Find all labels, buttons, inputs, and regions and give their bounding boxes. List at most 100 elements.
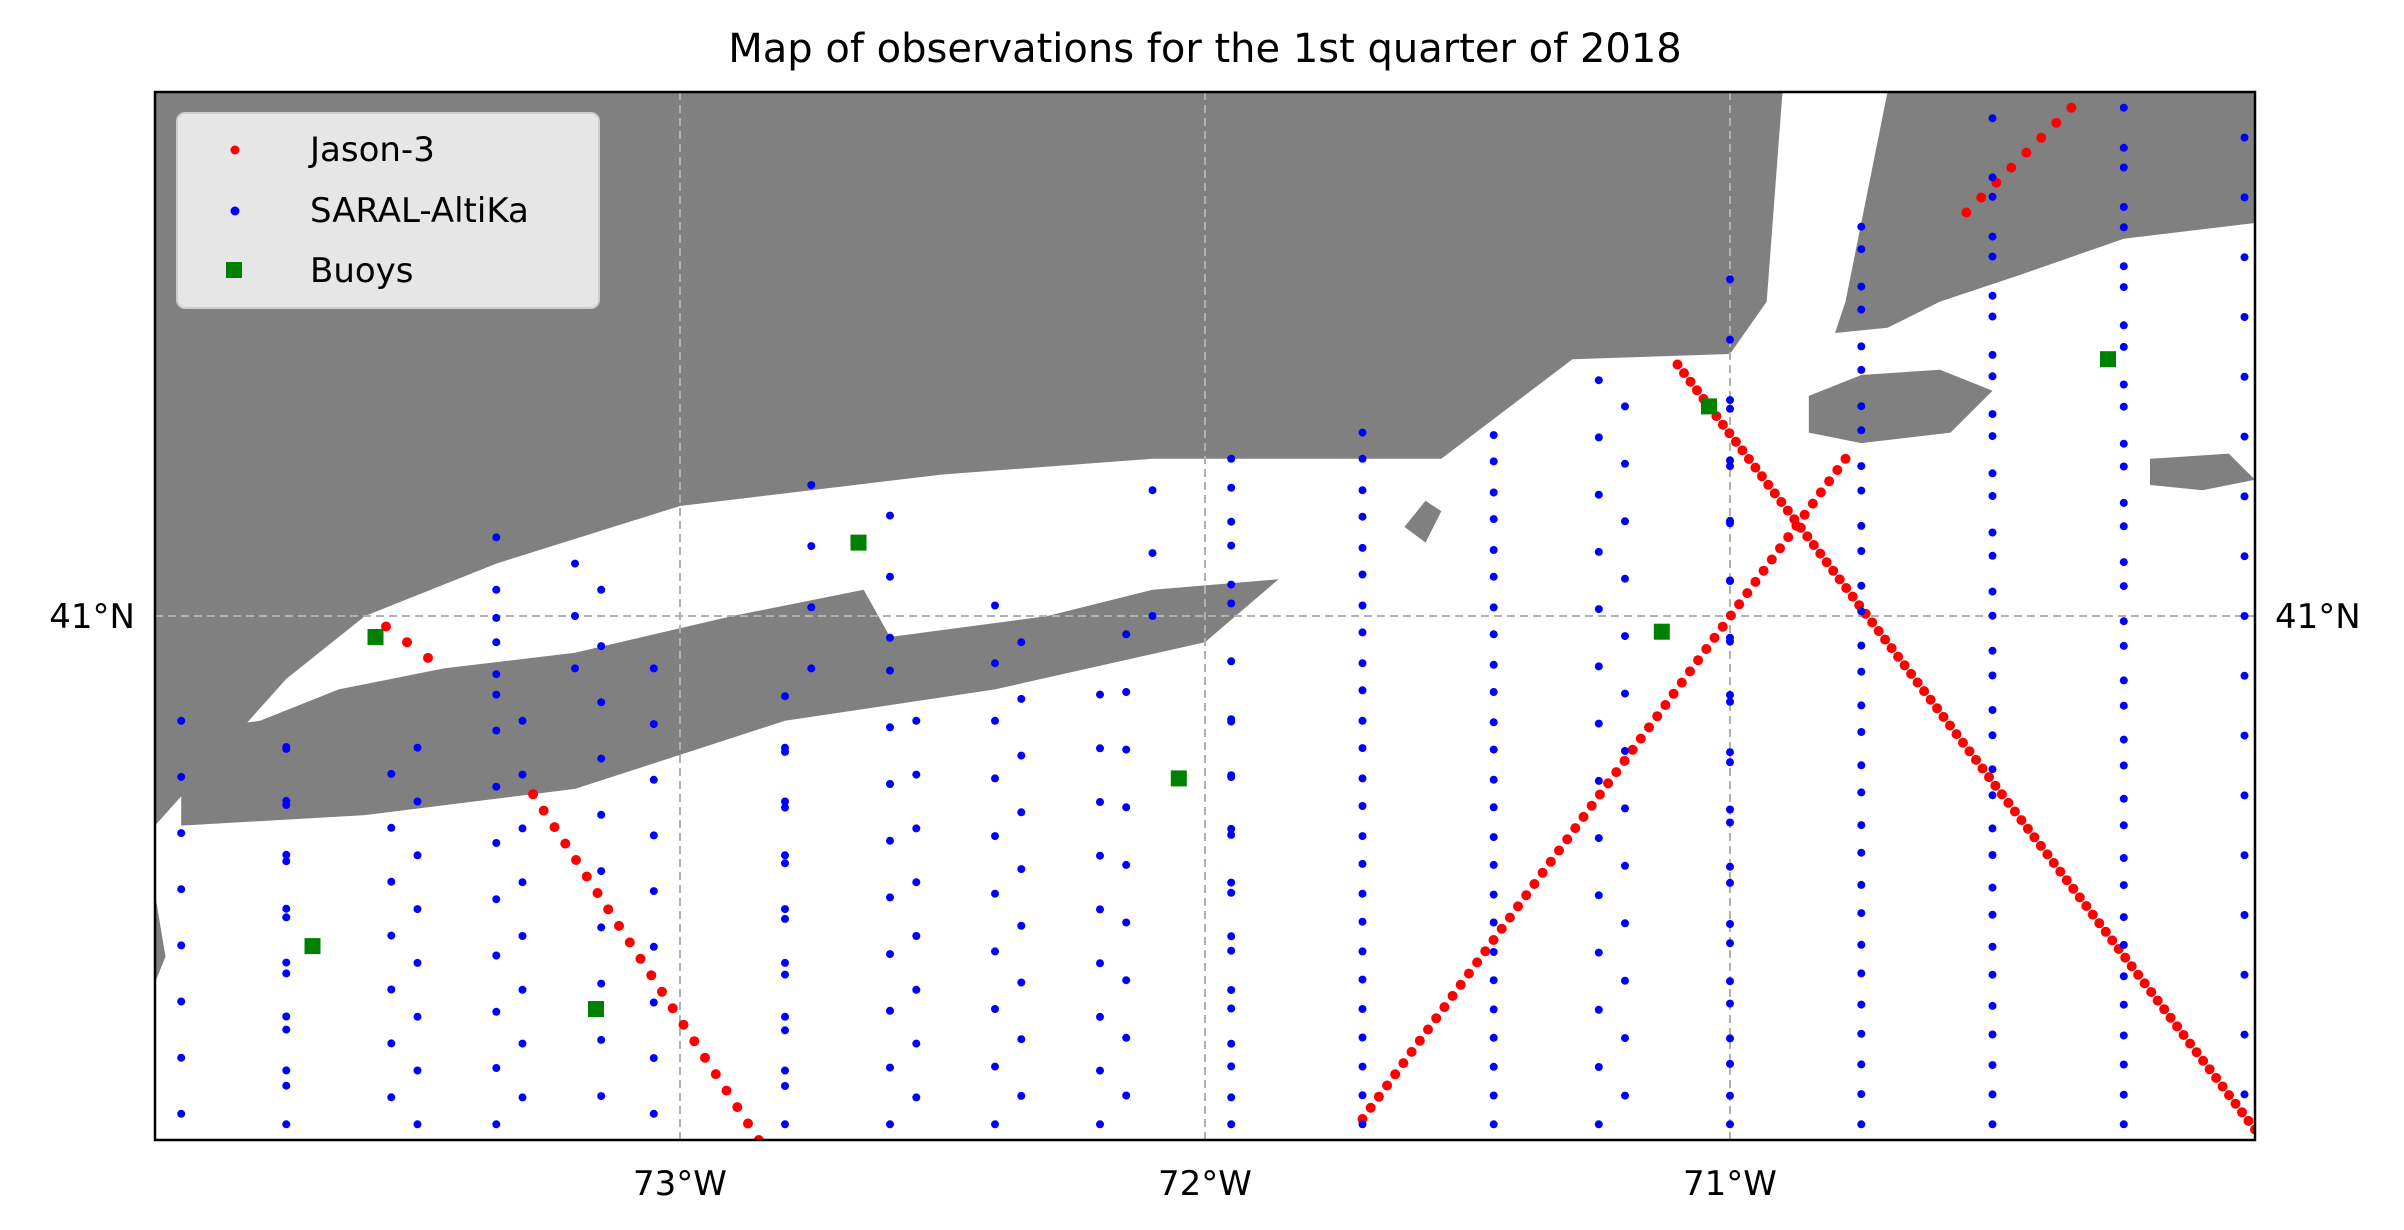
- saral-altika-point: [2119, 854, 2128, 862]
- saral-altika-point: [282, 958, 291, 967]
- jason-3-point: [1971, 754, 1981, 765]
- saral-altika-point: [1227, 517, 1236, 526]
- saral-altika-point: [2119, 972, 2128, 981]
- saral-altika-point: [1988, 192, 1997, 201]
- saral-altika-point: [1096, 851, 1104, 860]
- saral-altika-point: [492, 726, 501, 735]
- jason-3-point: [2036, 132, 2047, 143]
- jason-3-point: [1791, 520, 1802, 531]
- saral-altika-point: [991, 1120, 999, 1129]
- saral-altika-point: [492, 533, 501, 542]
- jason-3-point: [1717, 419, 1728, 430]
- saral-altika-point: [282, 904, 291, 913]
- land-long-island: [181, 579, 1279, 826]
- saral-altika-point: [649, 831, 658, 840]
- jason-3-point: [1737, 445, 1748, 456]
- saral-altika-point: [912, 932, 921, 940]
- saral-altika-point: [2119, 940, 2128, 949]
- saral-altika-point: [518, 716, 527, 725]
- saral-altika-point: [781, 1066, 789, 1075]
- saral-altika-point: [1621, 689, 1629, 698]
- jason-3-point: [1783, 532, 1794, 543]
- saral-altika-point: [1726, 516, 1734, 525]
- saral-altika-point: [886, 780, 894, 788]
- saral-altika-point: [1096, 744, 1104, 753]
- jason-3-point: [1562, 834, 1573, 845]
- saral-altika-point: [1988, 1001, 1997, 1010]
- saral-altika-point: [1489, 546, 1498, 554]
- saral-altika-point: [1122, 860, 1131, 869]
- saral-altika-point: [1017, 865, 1026, 874]
- jason-3-point: [1766, 554, 1777, 565]
- saral-altika-point: [282, 913, 291, 922]
- saral-altika-point: [1621, 632, 1629, 641]
- saral-altika-point: [1594, 1120, 1603, 1129]
- saral-altika-point: [2240, 133, 2249, 142]
- jason-3-point: [2152, 995, 2163, 1006]
- saral-altika-point: [1358, 570, 1367, 579]
- saral-altika-point: [1096, 959, 1104, 968]
- jason-3-point: [2094, 918, 2105, 929]
- jason-3-point: [1554, 845, 1564, 856]
- saral-altika-point: [1988, 1030, 1997, 1039]
- jason-3-point: [624, 937, 635, 948]
- saral-altika-point: [597, 698, 606, 707]
- legend-marker-saral: [230, 206, 240, 216]
- saral-altika-point: [1358, 889, 1367, 898]
- saral-altika-point: [1726, 758, 1734, 767]
- jason-3-point: [732, 1102, 743, 1113]
- jason-3-point: [1488, 935, 1499, 945]
- saral-altika-point: [2119, 283, 2128, 292]
- jason-3-point: [1938, 711, 1949, 722]
- saral-altika-point: [413, 1012, 422, 1021]
- saral-altika-point: [1726, 1034, 1734, 1043]
- saral-altika-point: [1122, 1033, 1131, 1042]
- saral-altika-point: [1988, 611, 1997, 620]
- saral-altika-point: [2240, 253, 2249, 262]
- saral-altika-point: [518, 770, 527, 779]
- saral-altika-point: [1857, 462, 1866, 471]
- saral-altika-point: [1988, 1090, 1997, 1099]
- saral-altika-point: [1857, 761, 1866, 770]
- saral-altika-point: [492, 638, 501, 647]
- saral-altika-point: [649, 1054, 658, 1063]
- saral-altika-point: [492, 613, 501, 622]
- saral-altika-point: [781, 914, 789, 923]
- saral-altika-point: [1726, 748, 1734, 757]
- saral-altika-point: [571, 559, 579, 568]
- saral-altika-point: [886, 666, 894, 675]
- jason-3-point: [1692, 385, 1702, 396]
- saral-altika-point: [1358, 1120, 1367, 1129]
- jason-3-point: [1824, 476, 1835, 487]
- jason-3-point: [1808, 540, 1819, 550]
- jason-3-point: [1586, 800, 1597, 811]
- saral-altika-point: [1358, 975, 1367, 984]
- jason-3-point: [1676, 677, 1687, 688]
- saral-altika-point: [1148, 486, 1157, 495]
- saral-altika-point: [1726, 878, 1734, 887]
- jason-3-point: [2165, 1012, 2176, 1023]
- saral-altika-point: [1489, 1062, 1498, 1071]
- saral-altika-point: [1227, 986, 1236, 994]
- saral-altika-point: [1358, 1033, 1367, 1042]
- jason-3-point: [1652, 711, 1663, 722]
- jason-3-point: [1398, 1058, 1409, 1069]
- saral-altika-point: [518, 878, 527, 887]
- saral-altika-point: [886, 572, 894, 581]
- saral-altika-point: [2119, 735, 2128, 744]
- saral-altika-point: [2119, 203, 2128, 211]
- saral-altika-point: [2119, 881, 2128, 890]
- saral-altika-point: [413, 743, 422, 752]
- saral-altika-point: [282, 1120, 291, 1129]
- jason-3-point: [1925, 694, 1936, 705]
- jason-3-point: [1685, 666, 1695, 677]
- saral-altika-point: [2240, 432, 2249, 441]
- saral-altika-point: [1857, 1000, 1866, 1009]
- saral-altika-point: [1122, 803, 1131, 812]
- saral-altika-point: [1017, 808, 1026, 817]
- jason-3-point: [1750, 462, 1761, 473]
- buoy-marker: [367, 629, 384, 645]
- jason-3-point: [1912, 677, 1923, 688]
- saral-altika-point: [781, 859, 789, 868]
- jason-3-point: [1873, 626, 1884, 636]
